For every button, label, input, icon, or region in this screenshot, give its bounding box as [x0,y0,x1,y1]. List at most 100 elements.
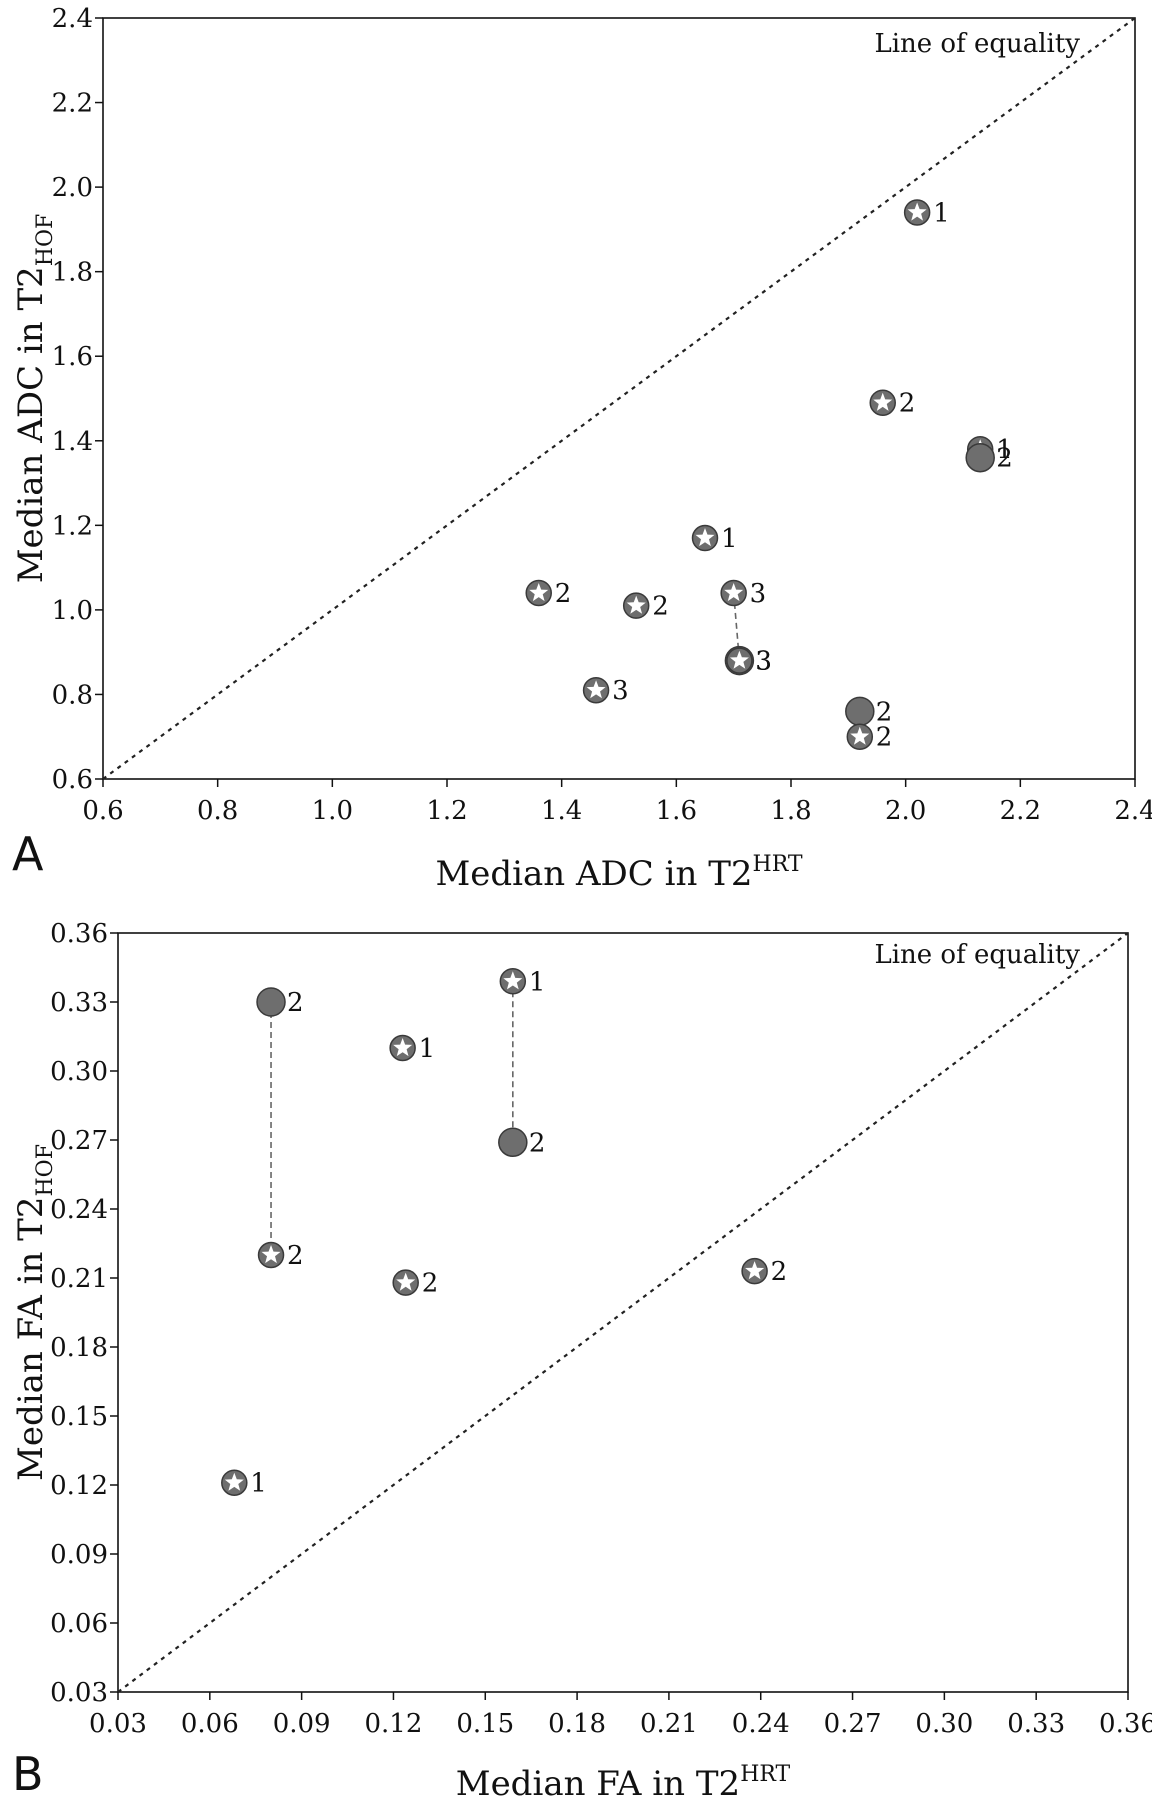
star-point: 1 [499,967,546,997]
y-tick-label: 0.12 [50,1471,108,1501]
y-tick-label: 0.06 [50,1609,108,1639]
y-tick-label: 0.27 [50,1126,108,1156]
panel-a-letter: A [12,827,44,881]
point-label: 2 [287,988,304,1018]
star-point: 2 [741,1257,788,1287]
panel-a-chart: 0.6 0.8 1.0 1.2 1.4 1.6 1.8 2.0 2.2 2.4 0.6 0.8 1.0 1… [11,4,1152,894]
line-of-equality [102,17,1136,780]
circle-point: 2 [256,987,304,1018]
y-tick-label: 0.6 [52,765,93,795]
x-tick-label: 0.06 [181,1709,239,1739]
star-point: 3 [582,676,629,706]
plot-frame [102,17,1136,780]
x-axis-title: Median ADC in T2HRT [435,852,802,894]
point-label: 1 [933,198,950,228]
star-icon [729,650,749,669]
point-label: 2 [529,1128,546,1158]
filled-circle-marker [256,987,286,1017]
x-tick-label: 1.0 [312,796,353,826]
y-tick-label: 1.8 [52,258,93,288]
plot-frame [117,932,1129,1693]
filled-circle-marker [845,696,875,727]
x-tick-label: 0.15 [456,1709,514,1739]
filled-circle-marker [498,1127,528,1158]
x-tick-label: 0.18 [548,1709,606,1739]
x-tick-label: 1.2 [426,796,467,826]
star-icon [745,1261,765,1280]
y-tick-label: 2.4 [52,4,93,34]
star-icon [261,1245,281,1264]
point-label: 3 [612,676,629,706]
x-tick-label: 0.8 [197,796,238,826]
point-label: 2 [287,1241,304,1271]
star-point: 1 [221,1469,267,1499]
y-tick-label: 0.18 [50,1333,108,1363]
point-label: 2 [771,1257,788,1287]
x-tick-label: 2.4 [1114,796,1152,826]
point-label: 1 [419,1034,436,1064]
x-tick-label: 0.30 [915,1709,973,1739]
y-tick-label: 0.8 [52,680,93,710]
star-icon [224,1472,244,1491]
star-point: 1 [691,524,738,554]
x-tick-label: 0.03 [89,1709,147,1739]
star-icon [850,726,870,745]
y-tick-label: 0.33 [50,988,108,1018]
star-icon [503,971,523,990]
star-icon [695,528,715,547]
star-icon [626,595,646,614]
star-icon [529,582,549,602]
y-tick-label: 0.03 [50,1678,108,1708]
circle-point: 2 [498,1127,546,1158]
x-tick-label: 2.0 [885,796,926,826]
star-point: 2 [257,1241,304,1271]
star-point: 2 [846,723,892,753]
y-axis-title: Median FA in T2HOF [11,1144,58,1481]
x-tick-label: 0.33 [1007,1709,1065,1739]
x-tick-label: 0.09 [273,1709,331,1739]
x-tick-label: 1.4 [541,796,582,826]
y-tick-label: 1.2 [52,511,93,541]
line-of-equality-label: Line of equality [874,29,1080,59]
star-point: 3 [726,647,772,677]
y-tick-label: 0.09 [50,1540,108,1570]
y-tick-label: 0.36 [50,919,108,949]
point-label: 2 [652,592,669,622]
x-tick-label: 0.24 [732,1709,790,1739]
point-label: 2 [899,389,916,419]
point-label: 1 [529,967,546,997]
x-axis-title: Median FA in T2HRT [456,1762,791,1800]
x-tick-label: 0.36 [1099,1709,1152,1739]
x-tick-label: 0.12 [365,1709,423,1739]
star-point: 1 [389,1034,436,1064]
point-label: 1 [250,1469,267,1499]
y-tick-label: 0.15 [50,1402,108,1432]
line-of-equality-label: Line of equality [874,940,1080,970]
point-label: 3 [755,647,772,677]
star-icon [724,582,744,602]
y-tick-label: 2.2 [52,89,93,119]
x-tick-label: 1.8 [770,796,811,826]
y-tick-label: 0.30 [50,1057,108,1087]
star-point: 1 [903,198,950,228]
x-tick-label: 0.21 [640,1709,698,1739]
y-tick-label: 1.6 [52,342,93,372]
y-tick-label: 1.0 [52,596,93,626]
star-point: 2 [622,592,669,622]
star-point: 2 [525,579,572,609]
y-tick-label: 2.0 [52,173,93,203]
x-tick-label: 0.6 [82,796,123,826]
x-tick-label: 1.6 [656,796,697,826]
point-label: 2 [996,444,1013,474]
y-tick-label: 0.21 [50,1264,108,1294]
filled-circle-marker [965,442,995,473]
star-icon [396,1272,416,1291]
panel-b-letter: B [12,1747,44,1800]
point-label: 2 [876,697,893,727]
star-icon [393,1038,413,1057]
point-label: 1 [721,524,738,554]
y-tick-label: 0.24 [50,1195,108,1225]
point-label: 2 [555,579,572,609]
star-point: 3 [720,579,766,609]
